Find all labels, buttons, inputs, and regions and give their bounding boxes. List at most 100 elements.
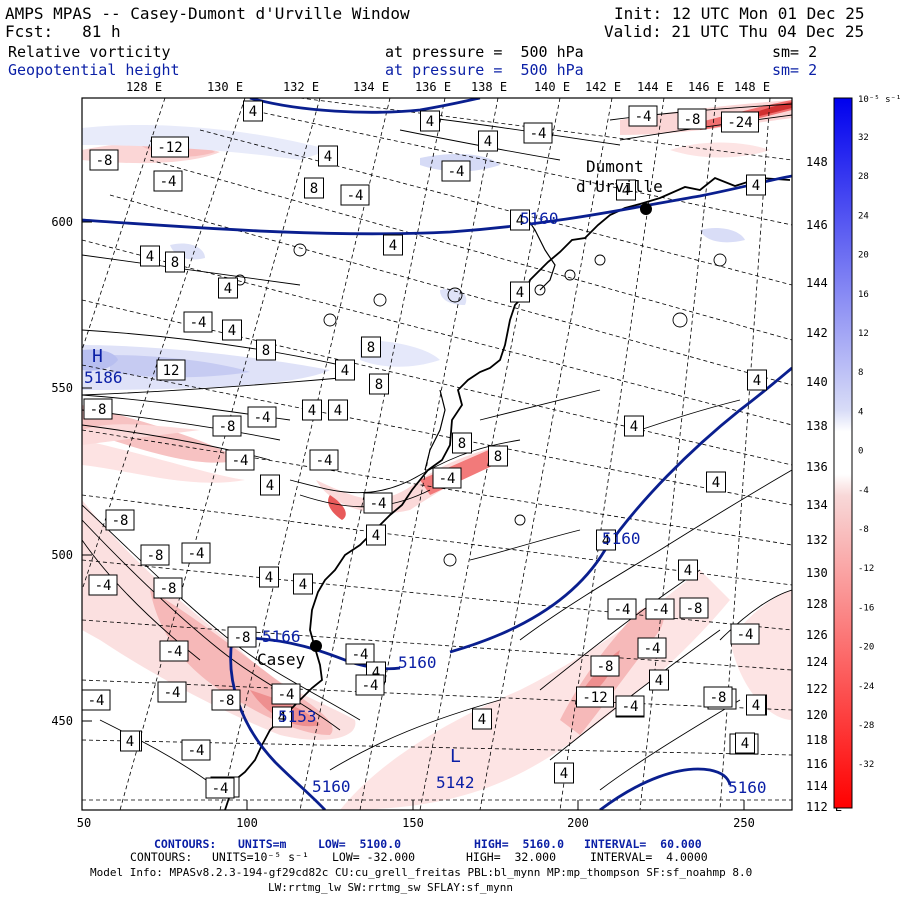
vorticity-label-box: -4 <box>730 623 760 645</box>
vorticity-label-box: 8 <box>256 339 276 361</box>
colorbar-label: 32 <box>858 133 869 143</box>
vorticity-label-value: 4 <box>334 403 342 419</box>
vorticity-label-box: -4 <box>309 449 339 471</box>
vorticity-label-box: -4 <box>615 695 645 717</box>
footer-c1-label: CONTOURS: <box>154 837 217 851</box>
vorticity-colorbar: 10⁻⁵ s⁻¹ 32 28 24 20 16 12 8 4 0 -4 -8 -12 -16 -20 -24… <box>833 95 900 809</box>
vorticity-label-value: 4 <box>741 736 749 752</box>
vorticity-label-value: 4 <box>655 673 663 689</box>
vorticity-label-value: 4 <box>265 570 273 586</box>
right-lon-label: 128 E <box>806 597 842 611</box>
vorticity-label-box: 4 <box>260 474 280 496</box>
vorticity-label-value: -4 <box>448 164 465 180</box>
colorbar-label: -20 <box>858 643 874 653</box>
vorticity-label-box: -4 <box>340 184 370 206</box>
vorticity-label-box: 4 <box>596 529 616 551</box>
vorticity-label-value: -8 <box>219 419 236 435</box>
vorticity-label-value: 4 <box>478 712 486 728</box>
vorticity-label-box: 4 <box>318 145 338 167</box>
vorticity-label-value: -12 <box>157 140 182 156</box>
footer-height-contours-label: CONTOURS: <box>154 838 216 851</box>
vorticity-label-box: 4 <box>420 110 440 132</box>
vorticity-label-box: -4 <box>628 105 658 127</box>
vorticity-label-box: -8 <box>89 149 119 171</box>
vorticity-label-box: 8 <box>369 373 389 395</box>
vorticity-label-value: 4 <box>324 149 332 165</box>
coastline <box>224 176 791 810</box>
vorticity-label-value: -4 <box>635 109 652 125</box>
colorbar-label: -12 <box>858 564 874 574</box>
low-value-west: 5153 <box>278 707 317 726</box>
vorticity-label-box: 4 <box>478 130 498 152</box>
vorticity-label-value: -4 <box>370 496 387 512</box>
y-axis-labels: 600 550 500 450 <box>51 215 73 728</box>
vorticity-label-box: -8 <box>227 626 257 648</box>
vorticity-label-value: -4 <box>88 693 105 709</box>
vorticity-label-value: 4 <box>224 281 232 297</box>
vorticity-label-value: -4 <box>254 410 271 426</box>
vorticity-label-box: -8 <box>703 686 733 708</box>
axis-ticks <box>81 221 745 810</box>
valid-time: Valid: 21 UTC Thu 04 Dec 25 <box>604 22 865 41</box>
vorticity-label-value: -4 <box>622 699 639 715</box>
vorticity-label-value: -4 <box>95 578 112 594</box>
vorticity-label-value: -4 <box>530 126 547 142</box>
vorticity-label-value: 4 <box>372 528 380 544</box>
vorticity-label-box: -4 <box>432 467 462 489</box>
vorticity-label-box: 4 <box>140 245 160 267</box>
top-lon-label: 144 E <box>637 80 673 94</box>
colorbar-unit: 10⁻⁵ s⁻¹ <box>858 95 900 105</box>
colorbar-label: 4 <box>858 407 863 417</box>
field2-name: Geopotential height <box>8 61 180 79</box>
top-lon-label: 146 E <box>688 80 724 94</box>
x-tick-label: 200 <box>567 816 589 830</box>
vorticity-label-box: 4 <box>335 359 355 381</box>
vorticity-label-value: -4 <box>644 641 661 657</box>
vorticity-label-box: 4 <box>222 319 242 341</box>
y-tick-label: 550 <box>51 381 73 395</box>
vorticity-label-value: -4 <box>737 627 754 643</box>
vorticity-label-value: -4 <box>352 647 369 663</box>
vorticity-label-value: 4 <box>712 475 720 491</box>
right-longitude-labels: 148 E 146 E 144 E 142 E 140 E 138 E 136 E 134 E… <box>806 155 842 814</box>
vorticity-label-value: 4 <box>752 698 760 714</box>
x-tick-label: 50 <box>77 816 91 830</box>
vorticity-label-box: -8 <box>590 655 620 677</box>
right-lon-label: 126 E <box>806 628 842 642</box>
vorticity-label-box: -8 <box>677 108 707 130</box>
contour-label-5160-south: 5160 <box>312 777 351 796</box>
coastline-inner <box>424 214 556 471</box>
vorticity-label-value: 4 <box>341 363 349 379</box>
vorticity-label-value: -4 <box>652 602 669 618</box>
vorticity-label-box: -4 <box>159 640 189 662</box>
vorticity-label-value: 4 <box>516 213 524 229</box>
vorticity-label-box: 8 <box>361 336 381 358</box>
top-lon-label: 140 E <box>534 80 570 94</box>
vorticity-label-value: 4 <box>308 403 316 419</box>
x-axis-labels: 50 100 150 200 250 <box>77 816 755 830</box>
vorticity-label-box: -4 <box>225 449 255 471</box>
vorticity-label-value: 4 <box>630 419 638 435</box>
top-lon-label: 148 E <box>734 80 770 94</box>
vorticity-label-box: -8 <box>105 509 135 531</box>
vorticity-label-value: -4 <box>278 687 295 703</box>
vorticity-label-value: 8 <box>262 343 270 359</box>
map-title: AMPS MPAS -- Casey-Dumont d'Urville Wind… <box>5 4 410 23</box>
vorticity-label-value: 12 <box>163 363 180 379</box>
vorticity-label-value: -8 <box>234 630 251 646</box>
vorticity-label-value: -4 <box>316 453 333 469</box>
vorticity-label-box: -4 <box>355 674 385 696</box>
vorticity-label-box: -4 <box>181 542 211 564</box>
vorticity-label-box: -4 <box>645 598 675 620</box>
footer-vort-units: UNITS=10⁻⁵ s⁻¹ <box>212 850 309 864</box>
vorticity-label-box: -4 <box>183 311 213 333</box>
right-lon-label: 146 E <box>806 218 842 232</box>
vorticity-label-value: 4 <box>484 134 492 150</box>
right-lon-label: 114 E <box>806 779 842 793</box>
vorticity-label-value: 4 <box>752 178 760 194</box>
footer-vort-contours-label: CONTOURS: <box>130 850 193 864</box>
vorticity-label-value: -4 <box>188 743 205 759</box>
vorticity-label-box: -8 <box>212 415 242 437</box>
vorticity-label-box: -8 <box>140 544 170 566</box>
